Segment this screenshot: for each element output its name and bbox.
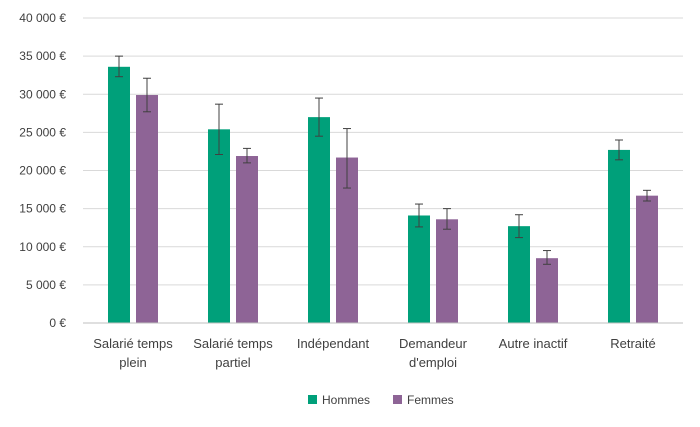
legend-label-hommes: Hommes [322, 393, 370, 407]
category-label: Demandeur [399, 336, 468, 351]
y-tick-label: 15 000 € [19, 202, 66, 216]
bar-femmes-0 [136, 95, 158, 323]
category-labels: Salarié temps plein Salarié temps partiel In… [93, 336, 656, 370]
bar-hommes-0 [108, 66, 130, 324]
y-tick-label: 20 000 € [19, 164, 66, 178]
legend-label-femmes: Femmes [407, 393, 454, 407]
y-axis: 0 € 5 000 € 10 000 € 15 000 € 20 000 € 25 000… [19, 11, 66, 330]
y-tick-label: 30 000 € [19, 87, 66, 101]
category-label: Salarié temps [193, 336, 273, 351]
legend-swatch-femmes [393, 395, 402, 404]
bar-femmes-2 [336, 157, 358, 323]
category-label: plein [119, 355, 146, 370]
y-tick-label: 40 000 € [19, 11, 66, 25]
grid-lines [83, 17, 683, 286]
category-label: partiel [215, 355, 251, 370]
legend: Hommes Femmes [308, 393, 454, 407]
bars [108, 66, 658, 324]
y-tick-label: 25 000 € [19, 125, 66, 139]
bar-hommes-3 [408, 215, 430, 323]
bar-hommes-1 [208, 129, 230, 323]
y-tick-label: 0 € [49, 316, 66, 330]
y-tick-label: 5 000 € [26, 278, 66, 292]
y-tick-label: 10 000 € [19, 240, 66, 254]
category-label: Retraité [610, 336, 656, 351]
category-label: Salarié temps [93, 336, 173, 351]
bar-femmes-4 [536, 258, 558, 323]
category-label: d'emploi [409, 355, 457, 370]
bar-femmes-1 [236, 156, 258, 323]
category-label: Indépendant [297, 336, 370, 351]
bar-hommes-5 [608, 149, 630, 323]
error-bars [115, 55, 651, 265]
category-label: Autre inactif [499, 336, 568, 351]
legend-swatch-hommes [308, 395, 317, 404]
bar-femmes-5 [636, 195, 658, 323]
bar-hommes-2 [308, 117, 330, 323]
y-tick-label: 35 000 € [19, 49, 66, 63]
bar-hommes-4 [508, 226, 530, 323]
bar-femmes-3 [436, 219, 458, 323]
